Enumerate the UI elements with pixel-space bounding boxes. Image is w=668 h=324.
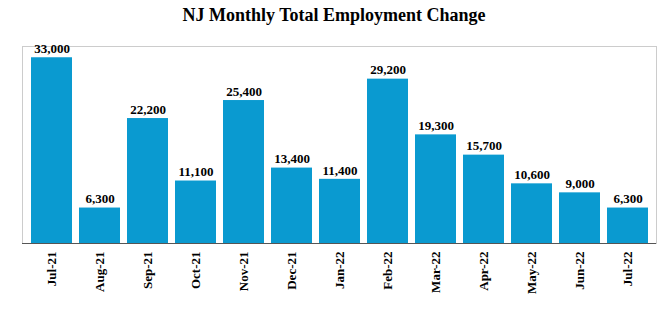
svg-text:Dec-21: Dec-21 <box>284 252 299 290</box>
svg-text:Apr-22: Apr-22 <box>476 252 491 291</box>
svg-text:6,300: 6,300 <box>613 191 642 206</box>
svg-text:Nov-21: Nov-21 <box>236 252 251 292</box>
svg-text:Feb-22: Feb-22 <box>380 252 395 290</box>
svg-text:15,700: 15,700 <box>466 138 502 153</box>
svg-text:Jul-22: Jul-22 <box>620 252 635 287</box>
svg-text:25,400: 25,400 <box>226 84 262 99</box>
svg-text:9,000: 9,000 <box>565 176 594 191</box>
svg-text:11,100: 11,100 <box>178 164 213 179</box>
svg-text:May-22: May-22 <box>524 252 539 295</box>
svg-text:29,200: 29,200 <box>370 62 406 77</box>
svg-text:6,300: 6,300 <box>85 191 114 206</box>
svg-text:Aug-21: Aug-21 <box>92 252 107 292</box>
svg-text:19,300: 19,300 <box>418 118 454 133</box>
svg-text:33,000: 33,000 <box>34 41 70 56</box>
svg-text:Mar-22: Mar-22 <box>428 252 443 293</box>
svg-text:22,200: 22,200 <box>130 102 166 117</box>
svg-text:Jul-21: Jul-21 <box>44 252 59 287</box>
svg-text:Jun-22: Jun-22 <box>572 252 587 290</box>
svg-text:Oct-21: Oct-21 <box>188 252 203 290</box>
html-text:NJ Monthly Total Employment Ch: NJ Monthly Total Employment Change <box>182 5 486 25</box>
svg-text:13,400: 13,400 <box>274 151 310 166</box>
svg-text:10,600: 10,600 <box>514 167 550 182</box>
svg-text:Jan-22: Jan-22 <box>332 252 347 290</box>
svg-text:Sep-21: Sep-21 <box>140 252 155 290</box>
svg-text:11,400: 11,400 <box>322 162 357 177</box>
